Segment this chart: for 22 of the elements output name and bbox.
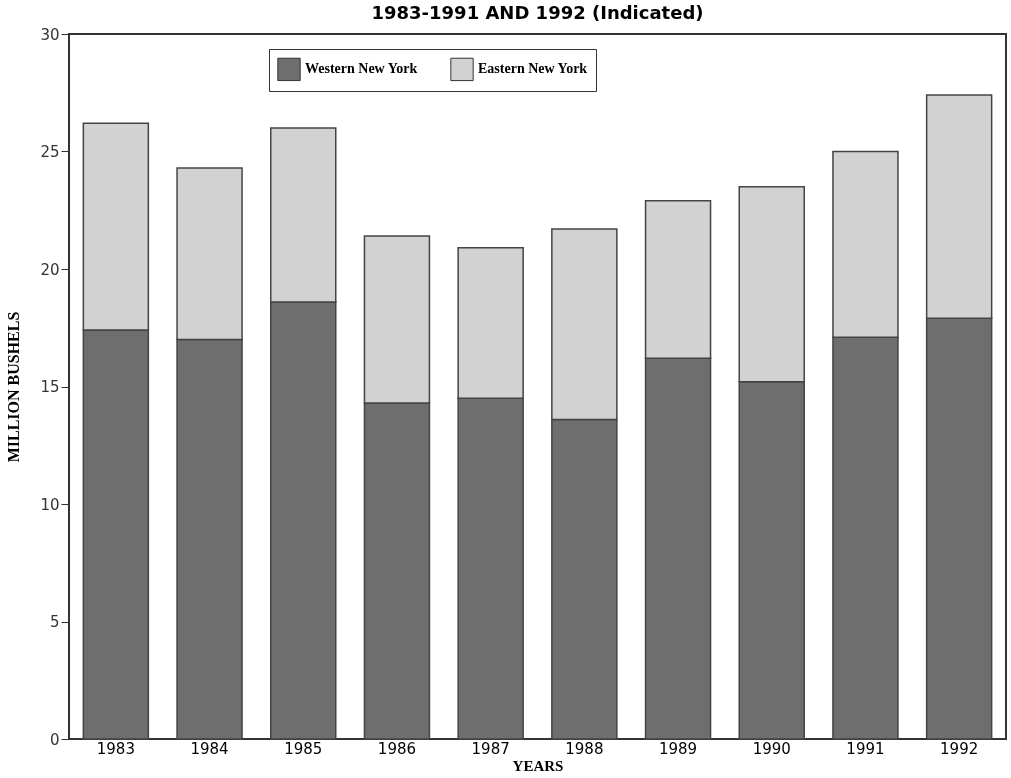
y-tick-label: 10 [40,495,60,514]
x-tick-label: 1988 [565,739,604,758]
x-axis-title: YEARS [512,757,564,774]
x-tick-label: 1991 [846,739,885,758]
x-tick-label: 1987 [471,739,510,758]
y-tick-label: 15 [40,378,60,396]
x-tick-label: 1989 [658,739,698,758]
y-axis-title: MILLION BUSHELS [5,311,23,463]
y-tick-label: 5 [49,613,60,631]
x-tick-label: 1990 [752,739,791,758]
x-tick-label: 1992 [940,739,979,758]
y-tick-label: 0 [49,730,60,749]
legend-label: Western New York [305,61,418,77]
x-tick-label: 1985 [284,739,323,758]
x-tick-label: 1986 [377,739,417,758]
y-tick-label: 30 [40,25,60,44]
x-tick-label: 1984 [190,739,229,758]
chart-title: 1983-1991 AND 1992 (Indicated) [371,2,704,23]
y-tick-label: 20 [40,260,60,279]
legend-label: Eastern New York [478,61,588,77]
x-tick-label: 1983 [96,739,135,758]
y-tick-label: 25 [40,143,60,161]
